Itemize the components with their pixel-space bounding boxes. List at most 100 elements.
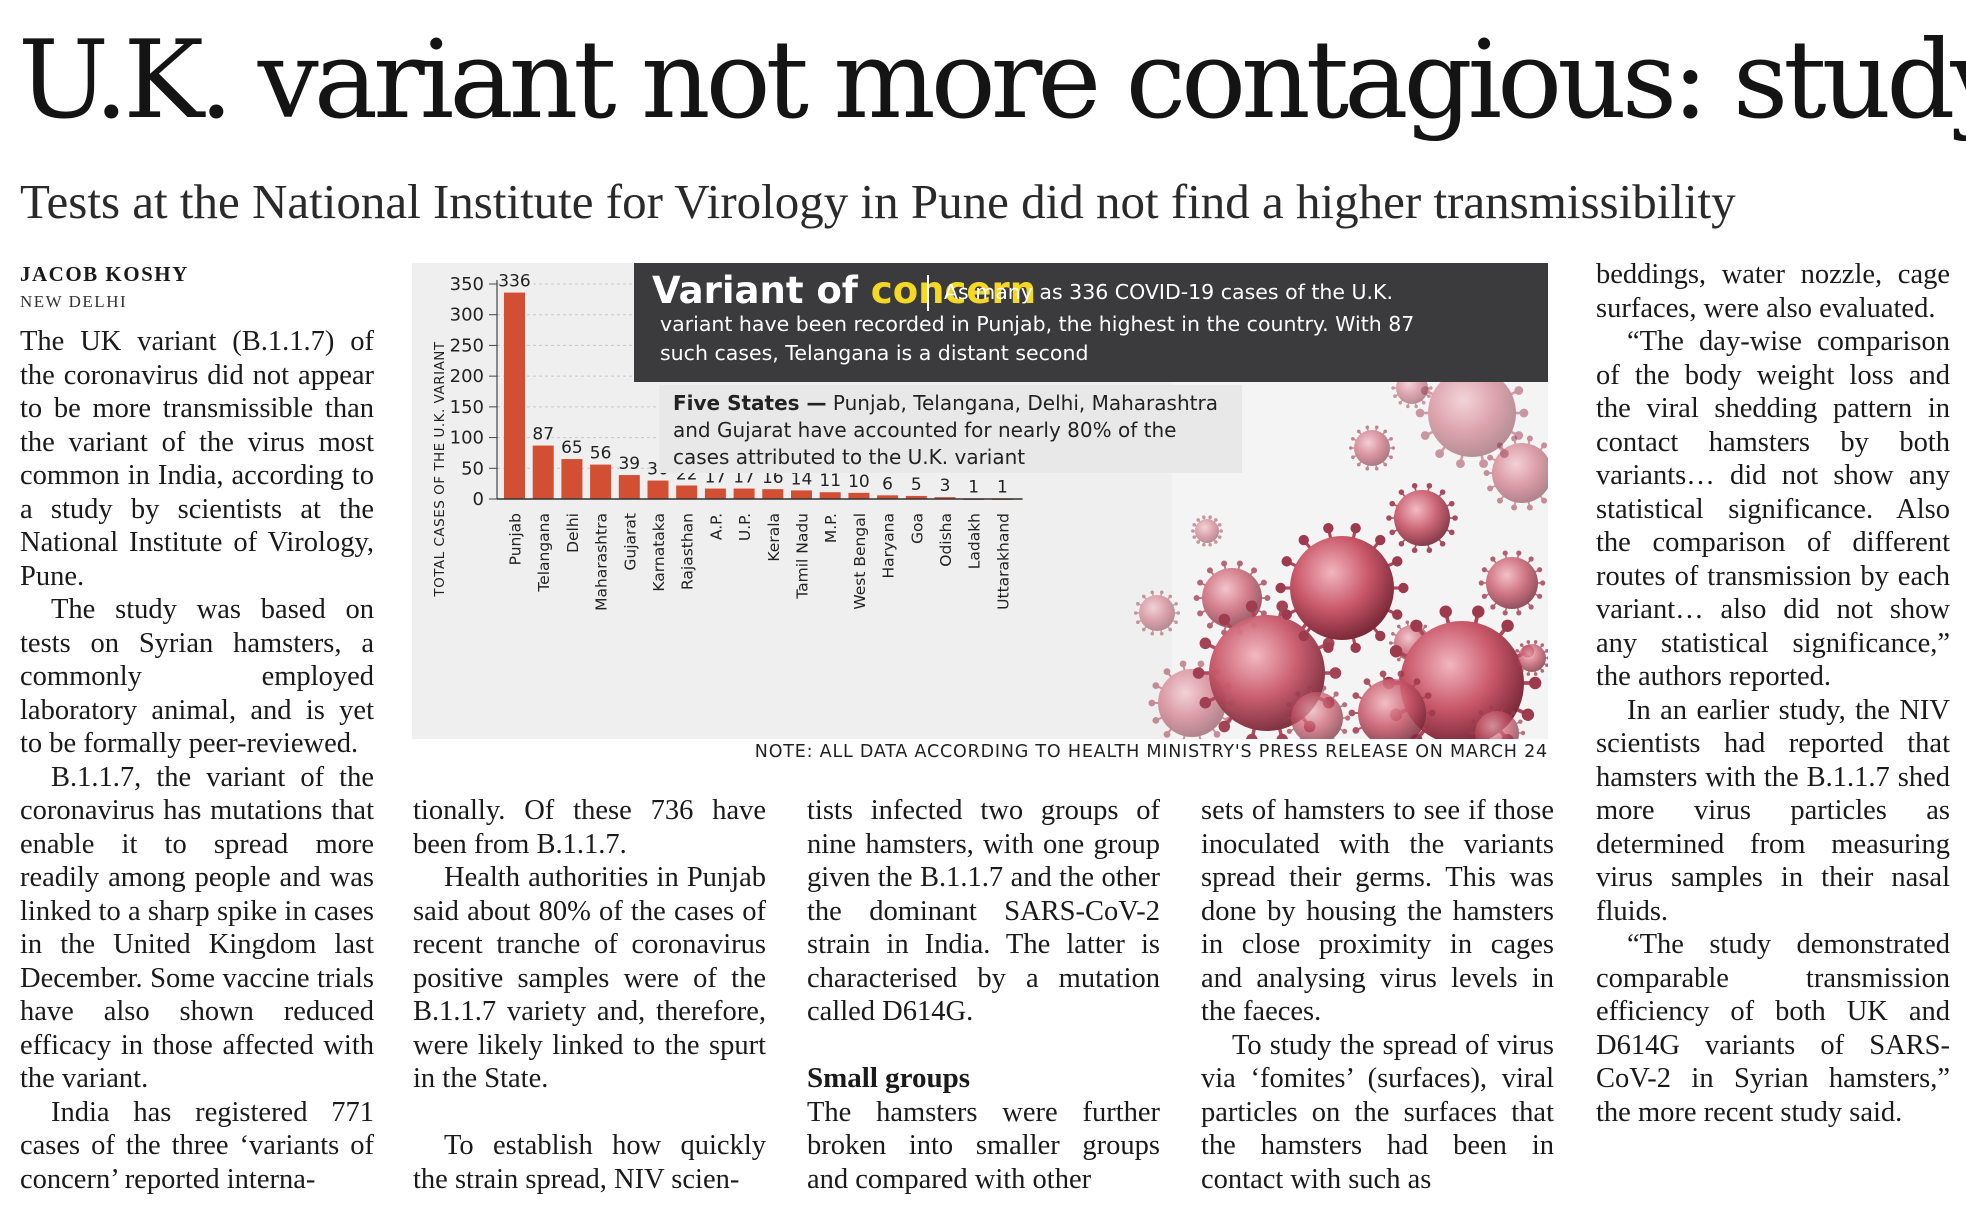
virus-particle [1483,435,1548,511]
bar [618,475,640,499]
bar [848,492,870,499]
bar-value-label: 5 [911,475,922,495]
bar-value-label: 14 [791,469,813,489]
x-tick-label: A.P. [707,513,725,540]
article-column-1: The UK variant (B.1.1.7) of the coronavi… [20,325,374,1196]
infographic: 0 50 100 150 200 250 300 350 TOTAL CASES OF THE … [412,263,1548,739]
virus-particle [1348,670,1436,739]
paragraph: Health authorities in Punjab said about … [413,862,766,1094]
virus-particle [1348,425,1396,471]
y-tick-label: 150 [450,397,484,418]
x-tick-label: Uttarakhand [994,513,1012,610]
virus-particle [1386,482,1458,554]
y-axis-label: TOTAL CASES OF THE U.K. VARIANT [432,341,448,598]
article-column-3: tists infected two groups of nine hamste… [807,794,1160,1196]
article-column-4: sets of hamsters to see if those inocula… [1201,794,1554,1196]
five-states-box: Five States — Punjab, Telangana, Delhi, … [659,385,1242,473]
y-tick-label: 0 [473,489,484,510]
virus-particle [1468,705,1526,739]
bar-value-label: 10 [848,472,870,492]
y-tick-label: 350 [450,274,484,295]
article-column-2: tionally. Of these 736 have been from B.… [413,794,766,1196]
y-tick-label: 100 [450,428,484,449]
five-states-line-2: and Gujarat have accounted for nearly 80… [673,418,1177,442]
dateline: NEW DELHI [20,292,128,311]
bar-value-label: 11 [819,471,841,491]
article-column-5: beddings, water nozzle, cage surfaces, w… [1596,258,1950,1129]
x-tick-label: West Bengal [851,513,869,610]
x-tick-label: Goa [908,513,926,544]
paragraph: tists infected two groups of nine hamste… [807,795,1160,1027]
x-tick-label: Karnataka [650,513,668,592]
y-tick-label: 250 [450,335,484,356]
bar [532,445,554,499]
bar-value-label: 336 [498,272,530,292]
graphic-title: Variant of concern [652,269,1036,312]
five-states-line-3: cases attributed to the U.K. variant [673,445,1026,469]
virus-particle [1133,590,1181,636]
bar [647,480,669,499]
x-tick-label: Odisha [937,513,955,567]
bar [934,497,956,499]
bar-value-label: 16 [762,468,784,488]
paragraph: “The day-wise comparison of the body wei… [1596,326,1950,692]
x-tick-label: Maharashtra [593,513,611,611]
bar [733,488,755,499]
title-divider [927,275,929,311]
y-tick-label: 50 [461,458,484,479]
bar [590,464,612,499]
bar-value-label: 6 [882,474,893,494]
virus-illustration [1133,357,1548,739]
bar-value-label: 87 [532,425,554,445]
bar-value-label: 1 [997,477,1008,497]
virus-particle [1513,640,1548,676]
virus-particle [1191,515,1223,547]
x-tick-label: Punjab [507,513,525,565]
bar [561,459,583,499]
subhead: Tests at the National Institute for Viro… [20,174,1736,229]
paragraph: In an earlier study, the NIV scientists … [1596,694,1950,927]
paragraph: The UK variant (B.1.1.7) of the coronavi… [20,326,374,592]
headline: U.K. variant not more contagious: study [18,18,1966,143]
graphic-note: NOTE: ALL DATA ACCORDING TO HEALTH MINIS… [754,742,1548,762]
y-tick-label: 200 [450,366,484,387]
bar-value-label: 39 [618,454,640,474]
x-tick-label: Haryana [880,513,898,579]
x-tick-label: U.P. [736,513,754,541]
x-tick-label: Rajasthan [679,513,697,590]
five-states-line-1: Punjab, Telangana, Delhi, Maharashtra [826,391,1218,415]
graphic-lede-line-2: variant have been recorded in Punjab, th… [660,312,1415,336]
x-tick-label: M.P. [822,513,840,543]
bar-chart: 0 50 100 150 200 250 300 350 TOTAL CASES OF THE … [432,272,1023,611]
x-tick-label: Delhi [564,513,582,553]
graphic-lede-line-3: such cases, Telangana is a distant secon… [660,341,1089,365]
paragraph: tionally. Of these 736 have been from B.… [413,795,766,860]
paragraph: The hamsters were further broken into sm… [807,1096,1160,1195]
bar [877,495,899,499]
paragraph: To establish how quickly the strain spre… [413,1130,766,1195]
bar-value-label: 65 [561,438,583,458]
bar-value-label: 56 [590,444,612,464]
x-tick-label: Telangana [535,513,553,593]
bar [504,292,525,499]
paragraph: To study the spread of virus via ‘fomite… [1201,1029,1554,1195]
x-tick-label: Gujarat [621,513,639,571]
bar [704,488,726,499]
byline: JACOB KOSHY [20,262,189,286]
x-tick-label: Tamil Nadu [794,513,812,600]
five-states-label: Five States — [673,391,827,415]
bar [676,485,698,499]
paragraph: India has registered 771 cases of the th… [20,1096,374,1195]
virus-particle [1283,685,1351,739]
paragraph: “The study demonstrated comparable trans… [1596,929,1950,1128]
y-tick-label: 300 [450,305,484,326]
bar [905,495,927,499]
paragraph: The study was based on tests on Syrian h… [20,594,374,759]
bar [819,492,841,499]
paragraph: sets of hamsters to see if those inocula… [1201,795,1554,1027]
paragraph: B.1.1.7, the variant of the coronavirus … [20,761,374,1095]
bar [791,490,812,499]
section-subhead: Small groups [807,1062,971,1094]
title-panel: Variant of concern As many as 336 COVID-… [634,263,1548,382]
paragraph: beddings, water nozzle, cage surfaces, w… [1596,259,1950,324]
